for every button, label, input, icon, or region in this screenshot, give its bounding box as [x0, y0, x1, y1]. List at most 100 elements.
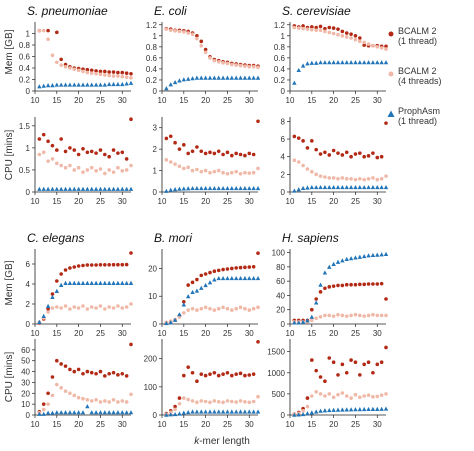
data-point-prophasm	[164, 86, 169, 91]
data-point-prophasm	[225, 409, 230, 414]
series-bcalm-4-threads	[37, 28, 133, 80]
data-point-bcalm-1-thread	[314, 368, 318, 373]
data-point-bcalm-1-thread	[375, 155, 380, 160]
data-point-bcalm-4-threads	[98, 72, 103, 77]
data-point-bcalm-4-threads	[353, 392, 358, 397]
data-point-prophasm	[216, 275, 221, 281]
data-point-prophasm	[164, 412, 169, 417]
data-point-bcalm-4-threads	[177, 401, 182, 406]
data-point-bcalm-1-thread	[310, 307, 314, 312]
data-point-bcalm-4-threads	[336, 392, 340, 397]
row-label-mem-bottom: Mem [GB]	[4, 260, 15, 305]
y-tick-label: 0.2	[146, 76, 158, 85]
y-tick-label: 100	[272, 249, 286, 258]
data-point-bcalm-1-thread	[120, 371, 125, 376]
data-point-bcalm-4-threads	[50, 306, 55, 310]
x-tick-label: 15	[52, 197, 61, 206]
data-point-bcalm-1-thread	[216, 149, 221, 154]
data-point-prophasm	[238, 75, 243, 80]
y-tick-label: 0.4	[146, 65, 158, 74]
data-point-bcalm-4-threads	[375, 45, 380, 49]
data-point-prophasm	[229, 75, 235, 80]
data-point-prophasm	[164, 320, 169, 326]
data-point-bcalm-1-thread	[195, 145, 199, 149]
data-point-prophasm	[313, 60, 319, 65]
series-bcalm-4-threads	[37, 302, 133, 324]
data-point-prophasm	[233, 75, 239, 80]
data-point-bcalm-4-threads	[55, 161, 59, 166]
data-point-bcalm-4-threads	[41, 28, 46, 33]
data-point-bcalm-4-threads	[94, 169, 98, 173]
data-point-bcalm-4-threads	[68, 163, 72, 168]
data-point-prophasm	[54, 410, 60, 415]
row-label-cpu-bottom: CPU [mins]	[4, 351, 15, 402]
data-point-bcalm-4-threads	[362, 314, 366, 318]
data-point-bcalm-1-thread	[216, 373, 221, 378]
data-point-prophasm	[255, 275, 261, 281]
data-point-prophasm	[50, 294, 55, 299]
data-point-prophasm	[292, 80, 297, 85]
data-point-bcalm-4-threads	[247, 400, 252, 405]
legend-item-bcalm-1-thread: BCALM 2 (1 thread)	[386, 26, 474, 66]
data-point-bcalm-4-threads	[340, 313, 345, 318]
x-tick-label: 30	[245, 420, 254, 429]
series-prophasm	[37, 280, 134, 324]
data-point-bcalm-4-threads	[375, 313, 380, 318]
x-tick-label: 30	[373, 420, 382, 429]
data-point-bcalm-1-thread	[238, 265, 243, 270]
data-point-prophasm	[220, 275, 226, 281]
data-point-prophasm	[181, 410, 187, 415]
data-point-prophasm	[331, 184, 336, 190]
data-point-bcalm-4-threads	[98, 400, 103, 404]
data-point-bcalm-1-thread	[379, 154, 384, 159]
data-point-prophasm	[383, 184, 389, 190]
x-tick-label: 10	[31, 197, 40, 206]
data-point-prophasm	[76, 410, 81, 415]
data-point-bcalm-4-threads	[310, 27, 314, 32]
data-point-bcalm-1-thread	[46, 139, 50, 144]
data-point-bcalm-1-thread	[327, 153, 332, 157]
data-point-prophasm	[225, 75, 230, 80]
data-point-bcalm-4-threads	[55, 60, 59, 65]
data-point-prophasm	[106, 81, 112, 87]
data-point-bcalm-4-threads	[251, 306, 256, 311]
row-label-cpu-top: CPU [mins]	[4, 129, 15, 180]
data-point-prophasm	[322, 408, 328, 413]
data-point-bcalm-1-thread	[362, 43, 366, 47]
data-point-prophasm	[199, 75, 204, 80]
data-point-prophasm	[207, 280, 213, 285]
legend-label-prophasm: ProphAsm (1 thread)	[398, 106, 441, 126]
data-point-bcalm-4-threads	[384, 313, 388, 318]
data-point-prophasm	[72, 82, 77, 87]
legend-label-bcalm-1-thread: BCALM 2 (1 thread)	[398, 26, 438, 46]
data-point-bcalm-1-thread	[199, 149, 204, 154]
x-tick-label: 25	[223, 96, 232, 105]
data-point-bcalm-4-threads	[59, 163, 63, 168]
data-point-bcalm-4-threads	[292, 158, 297, 163]
data-point-bcalm-1-thread	[358, 36, 362, 40]
data-point-bcalm-4-threads	[256, 394, 260, 399]
data-point-prophasm	[102, 82, 108, 87]
data-point-bcalm-4-threads	[371, 43, 375, 48]
data-point-prophasm	[98, 280, 103, 285]
data-point-bcalm-4-threads	[129, 302, 133, 306]
data-point-bcalm-1-thread	[384, 345, 388, 350]
data-point-bcalm-1-thread	[72, 148, 77, 152]
data-point-bcalm-1-thread	[256, 340, 260, 344]
data-point-bcalm-4-threads	[234, 306, 238, 311]
data-point-bcalm-4-threads	[89, 399, 94, 403]
x-tick-label: 30	[118, 197, 127, 206]
data-point-bcalm-4-threads	[46, 37, 50, 42]
data-point-prophasm	[370, 406, 376, 411]
data-point-prophasm	[335, 407, 341, 412]
data-point-bcalm-4-threads	[177, 164, 182, 169]
data-point-bcalm-4-threads	[238, 171, 243, 176]
y-tick-label: 0	[281, 87, 286, 96]
data-point-bcalm-1-thread	[358, 373, 362, 377]
data-point-bcalm-4-threads	[327, 176, 332, 180]
data-point-prophasm	[212, 75, 217, 80]
data-point-prophasm	[80, 280, 86, 285]
data-point-bcalm-1-thread	[98, 69, 103, 74]
data-point-bcalm-1-thread	[68, 146, 72, 150]
